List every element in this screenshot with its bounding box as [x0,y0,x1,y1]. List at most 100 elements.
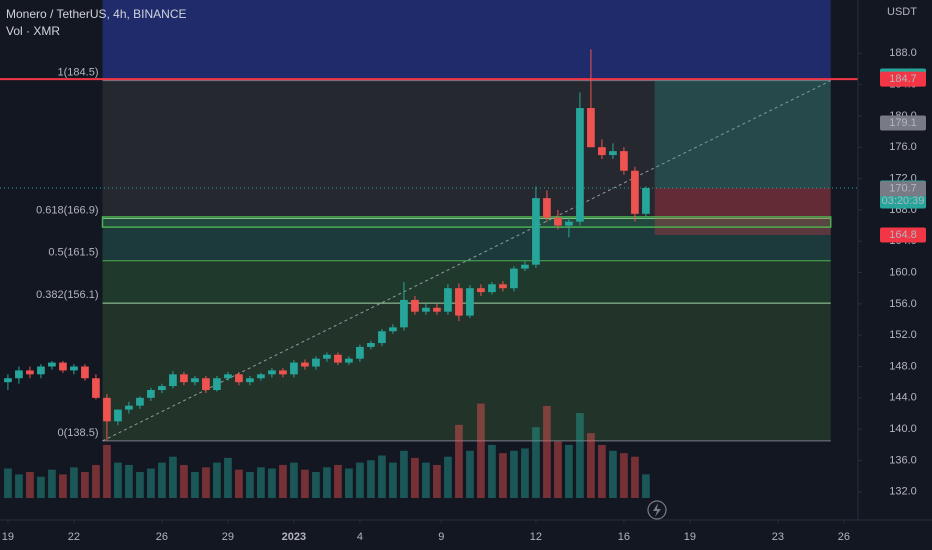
volume-bar [48,469,56,498]
candle-body [48,362,56,367]
fib-zone [102,218,831,261]
volume-bar [158,462,166,498]
volume-bar [400,450,408,498]
candle-body [268,370,276,375]
candle-body [191,378,199,383]
volume-bar [147,468,155,498]
volume-bar [312,472,320,498]
volume-bar [433,464,441,498]
volume-bar [301,469,309,498]
candle-body [15,370,23,379]
candle-body [323,354,331,359]
fib-level-label: 0.618(166.9) [36,204,98,216]
volume-bar [136,472,144,498]
price-label: 164.8 [889,229,917,241]
price-countdown: 03:20:39 [882,195,925,207]
candle-body [257,374,265,379]
replay-icon[interactable] [647,500,667,520]
volume-bar [466,450,474,498]
volume-bar [180,464,188,498]
volume-bar [268,468,276,498]
candle-body [499,284,507,289]
y-tick-label: 132.0 [889,486,917,498]
candle-body [356,346,364,359]
y-tick-label: 156.0 [889,298,917,310]
x-tick-label: 23 [772,531,784,543]
candle-body [433,307,441,312]
volume-bar [598,444,606,498]
y-tick-label: 160.0 [889,266,917,278]
candle-body [312,358,320,367]
candle-body [224,374,232,379]
volume-bar [37,476,45,498]
candle-body [521,264,529,269]
candle-body [400,299,408,328]
volume-bar [125,464,133,498]
profit-zone [654,79,831,188]
y-tick-label: 152.0 [889,329,917,341]
candle-body [444,288,452,312]
volume-bar [235,469,243,498]
y-tick-label: 148.0 [889,360,917,372]
volume-bar [202,467,210,498]
volume-bar [543,405,551,498]
candle-body [158,386,166,390]
volume-bar [389,462,397,498]
fib-level-label: 0.5(161.5) [48,247,98,259]
volume-bar [15,474,23,498]
x-tick-label: 4 [357,531,363,543]
price-label-bg [880,71,926,87]
candle-body [290,362,298,375]
volume-bar [631,456,639,498]
highlight-box [101,216,832,228]
candle-body [422,307,430,312]
volume-bar [488,444,496,498]
candle-body [301,362,309,367]
x-tick-label: 9 [438,531,444,543]
fib-level-label: 1(184.5) [58,67,99,79]
volume-bar [59,474,67,498]
price-label: 184.7 [889,73,917,85]
x-tick-label: 22 [68,531,80,543]
volume-bar [554,441,562,498]
y-tick-label: 144.0 [889,392,917,404]
candle-body [367,343,375,347]
volume-bar [334,464,342,498]
volume-bar [378,455,386,498]
candle-body [235,374,243,383]
fib-level-label: 0.382(156.1) [36,289,98,301]
volume-bar [521,448,529,498]
price-axis [858,0,932,550]
y-tick-label: 140.0 [889,423,917,435]
candle-body [466,288,474,316]
candle-body [642,187,650,214]
volume-legend: Vol · XMR [6,24,60,38]
candle-body [169,374,177,387]
candle-body [411,299,419,312]
volume-bar [576,413,584,498]
candle-body [532,198,540,265]
x-tick-label: 19 [2,531,14,543]
candle-body [565,221,573,226]
candle-body [620,151,628,171]
candle-body [598,147,606,156]
volume-bar [587,433,595,498]
volume-bar [4,468,12,498]
volume-bar [26,472,34,498]
chart-title: Monero / TetherUS, 4h, BINANCE [6,7,187,21]
candle-body [345,358,353,363]
volume-bar [257,467,265,498]
volume-bar [290,462,298,498]
candle-body [26,370,34,375]
volume-bar [81,472,89,498]
fib-zone-above [102,0,831,81]
x-tick-label: 16 [618,531,630,543]
volume-bar [367,460,375,498]
volume-bar [444,456,452,498]
candle-body [92,378,100,398]
volume-bar [103,444,111,498]
candle-body [477,288,485,293]
price-label: 170.7 [889,183,917,195]
plot-area: 1(184.5) 0.618(166.9) 0.5(161.5) 0.382(156.… [0,0,858,498]
